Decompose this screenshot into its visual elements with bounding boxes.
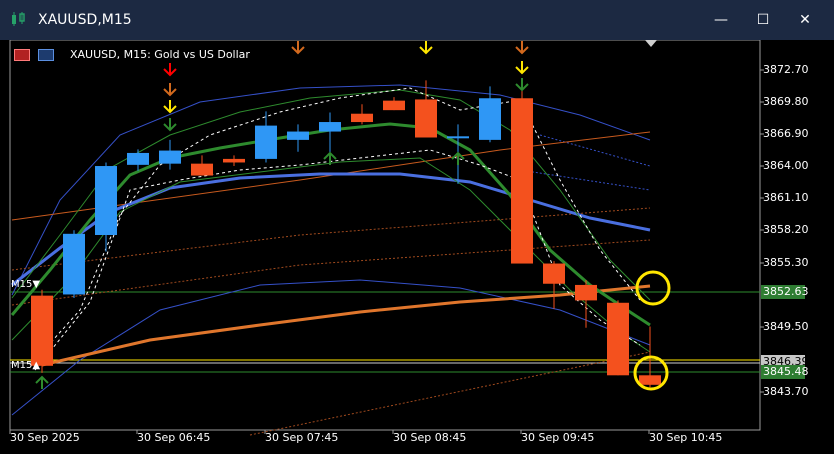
window-title: XAUUSD,M15	[38, 12, 132, 28]
highlight-circle	[635, 270, 671, 306]
maximize-button[interactable]: ☐	[756, 12, 770, 28]
candlestick-app-icon	[12, 12, 25, 26]
price-axis-label: 3855.30	[763, 256, 809, 269]
minimize-button[interactable]: —	[714, 12, 728, 28]
signal-arrow-down-icon	[515, 41, 529, 55]
signal-arrow-down-icon	[291, 41, 305, 55]
candle-body	[319, 122, 341, 132]
signal-arrow-down-icon	[419, 41, 433, 55]
candle-body	[255, 125, 277, 159]
signal-arrow-down-icon	[515, 78, 529, 92]
orange-dotted-line	[249, 351, 651, 436]
price-tag-green-upper: 3852.63	[761, 285, 809, 299]
candle-body	[223, 158, 245, 163]
price-tag-green-lower: 3845.48	[761, 365, 809, 379]
candle-body	[479, 98, 501, 140]
candle-body	[607, 302, 629, 376]
candle-body	[287, 131, 309, 140]
ma-orange-slow	[41, 284, 651, 367]
close-button[interactable]: ✕	[799, 12, 811, 28]
price-axis-label: 3864.00	[763, 159, 809, 172]
candle-body	[639, 375, 661, 385]
chart-area[interactable]: XAUUSD, M15: Gold vs US Dollar 3872.70 3…	[0, 40, 834, 454]
chart-shift-marker-icon[interactable]	[645, 40, 657, 47]
signal-arrow-up-icon	[323, 151, 337, 165]
time-axis-label: 30 Sep 07:45	[265, 431, 339, 444]
signal-arrow-down-icon	[163, 63, 177, 77]
highlight-circle	[633, 355, 669, 391]
time-axis-label: 30 Sep 2025	[10, 431, 80, 444]
time-axis-label: 30 Sep 10:45	[649, 431, 723, 444]
orange-dotted-line	[11, 239, 651, 306]
time-axis-label: 30 Sep 06:45	[137, 431, 211, 444]
candle-body	[31, 295, 53, 366]
price-axis-label: 3866.90	[763, 127, 809, 140]
candle-body	[543, 263, 565, 284]
price-axis-label: 3872.70	[763, 63, 809, 76]
candle-body	[575, 284, 597, 301]
dotted-blue-line	[519, 169, 651, 191]
price-channel-dashed	[34, 87, 641, 361]
symbol-description: XAUUSD, M15: Gold vs US Dollar	[70, 48, 250, 61]
plot-frame	[9, 40, 761, 431]
price-chart[interactable]	[0, 40, 834, 454]
candle-body	[191, 163, 213, 176]
m15-level-label: M15▲	[11, 360, 41, 371]
signal-arrow-down-icon	[163, 83, 177, 97]
trade-panel-icon[interactable]	[38, 49, 54, 61]
candle-body	[159, 150, 181, 164]
window-titlebar[interactable]: XAUUSD,M15 — ☐ ✕	[0, 0, 834, 40]
candle-body	[383, 100, 405, 111]
candle-body	[63, 233, 85, 295]
price-axis-label: 3869.80	[763, 95, 809, 108]
price-axis-label: 3861.10	[763, 191, 809, 204]
price-axis-label: 3849.50	[763, 320, 809, 333]
dotted-blue-line	[539, 134, 651, 167]
price-axis-label: 3843.70	[763, 385, 809, 398]
candle-body	[447, 136, 469, 139]
orange-trend-line	[11, 131, 651, 221]
candle-body	[351, 113, 373, 123]
candle-body	[127, 152, 149, 165]
candle-body	[511, 98, 533, 264]
signal-arrow-down-icon	[515, 61, 529, 75]
signal-arrow-down-icon	[163, 118, 177, 132]
ma-blue	[11, 172, 651, 287]
signal-arrow-up-icon	[451, 151, 465, 165]
price-channel-dashed	[34, 149, 641, 371]
candle-body	[95, 166, 117, 235]
time-axis-label: 30 Sep 08:45	[393, 431, 467, 444]
time-axis-label: 30 Sep 09:45	[521, 431, 595, 444]
envelope-upper-blue	[11, 84, 651, 296]
m15-level-label: M15▼	[11, 279, 41, 290]
signal-arrow-up-icon	[35, 375, 49, 389]
candle-body	[415, 99, 437, 138]
signal-arrow-down-icon	[163, 100, 177, 114]
price-axis-label: 3858.20	[763, 223, 809, 236]
one-click-trading-icon[interactable]	[14, 49, 30, 61]
orange-dotted-line	[11, 207, 651, 271]
